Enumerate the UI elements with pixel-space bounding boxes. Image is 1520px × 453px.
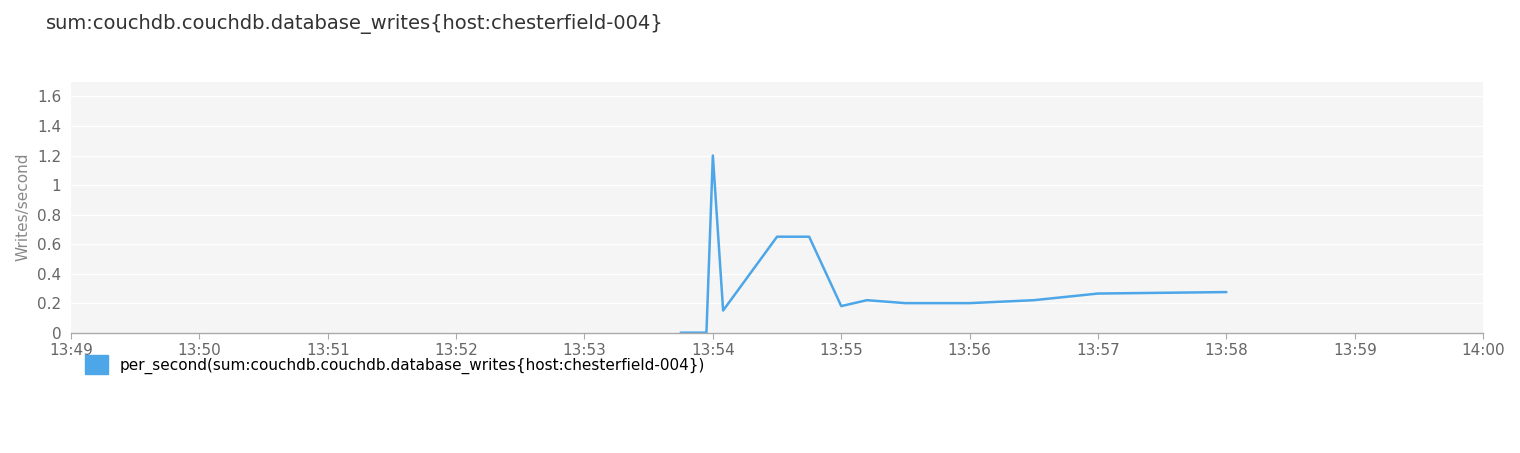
Legend: per_second(sum:couchdb.couchdb.database_writes{host:chesterfield-004}): per_second(sum:couchdb.couchdb.database_…: [79, 349, 711, 380]
Y-axis label: Writes/second: Writes/second: [15, 153, 30, 261]
Text: sum:couchdb.couchdb.database_writes{host:chesterfield-004}: sum:couchdb.couchdb.database_writes{host…: [46, 14, 663, 34]
